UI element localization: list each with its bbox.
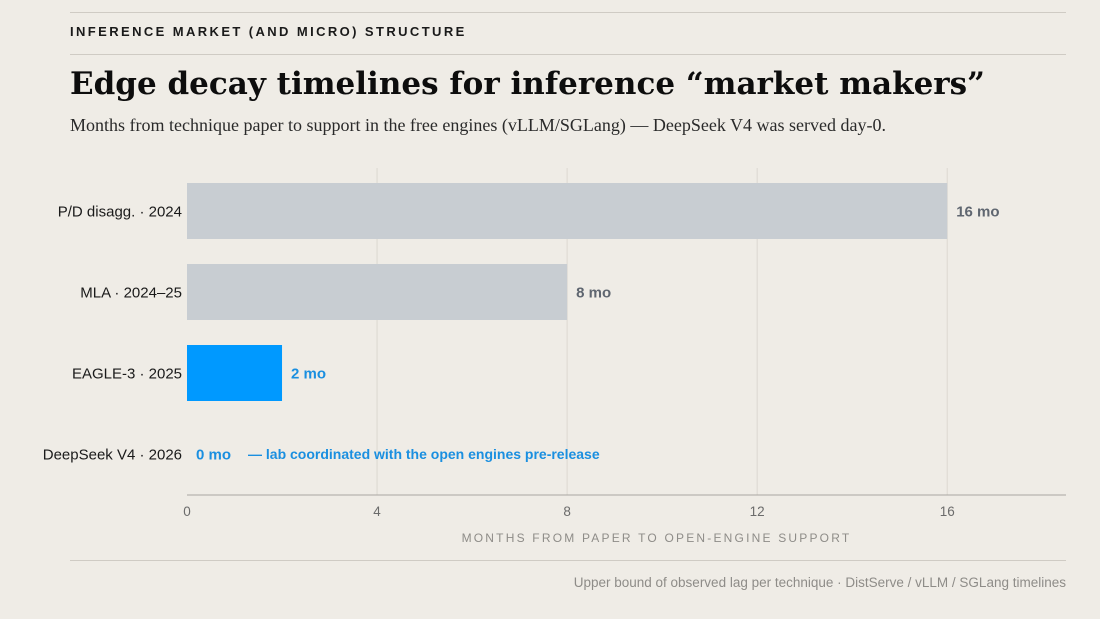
kicker: INFERENCE MARKET (AND MICRO) STRUCTURE <box>70 24 467 39</box>
x-tick-label: 8 <box>563 504 571 519</box>
value-label: 0 mo <box>196 447 231 464</box>
value-label: 8 mo <box>576 285 611 302</box>
category-label: EAGLE-3 · 2025 <box>72 366 182 383</box>
x-tick-label: 4 <box>373 504 381 519</box>
x-tick-label: 12 <box>750 504 765 519</box>
value-label: 16 mo <box>956 204 999 221</box>
category-label: P/D disagg. · 2024 <box>58 204 182 221</box>
category-label: MLA · 2024–25 <box>80 285 182 302</box>
bar-annotation: — lab coordinated with the open engines … <box>248 446 600 462</box>
footer-rule <box>70 560 1066 561</box>
category-label: DeepSeek V4 · 2026 <box>43 447 182 464</box>
bar <box>187 345 283 401</box>
bar <box>187 264 568 320</box>
x-tick-label: 0 <box>183 504 191 519</box>
source-note: Upper bound of observed lag per techniqu… <box>573 575 1066 590</box>
top-rule <box>70 12 1066 13</box>
kicker-rule <box>70 54 1066 55</box>
chart-title: Edge decay timelines for inference “mark… <box>70 66 985 102</box>
x-tick-label: 16 <box>940 504 955 519</box>
x-axis-title: MONTHS FROM PAPER TO OPEN-ENGINE SUPPORT <box>462 531 852 545</box>
chart-subtitle: Months from technique paper to support i… <box>70 115 886 135</box>
value-label: 2 mo <box>291 366 326 383</box>
bar <box>187 183 948 239</box>
